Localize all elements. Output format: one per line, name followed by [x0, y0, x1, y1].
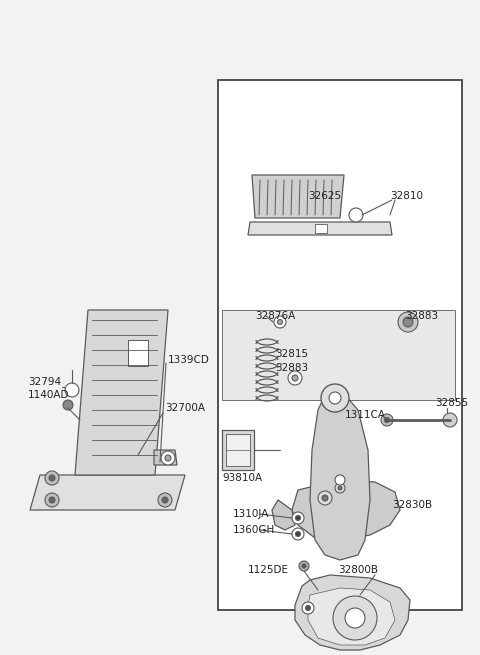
- Text: 32625: 32625: [308, 191, 341, 201]
- Circle shape: [49, 497, 55, 503]
- Bar: [226, 434, 250, 466]
- Circle shape: [45, 493, 59, 507]
- Circle shape: [321, 384, 349, 412]
- Text: 32883: 32883: [405, 311, 438, 321]
- Circle shape: [381, 414, 393, 426]
- Text: 32800B: 32800B: [338, 565, 378, 575]
- Text: 32700A: 32700A: [165, 403, 205, 413]
- Circle shape: [299, 561, 309, 571]
- Circle shape: [305, 605, 311, 610]
- Polygon shape: [30, 475, 185, 510]
- Circle shape: [398, 312, 418, 332]
- Polygon shape: [75, 310, 168, 475]
- Polygon shape: [154, 450, 177, 465]
- Bar: [222, 430, 254, 470]
- Circle shape: [274, 316, 286, 328]
- Circle shape: [49, 475, 55, 481]
- Text: 32794: 32794: [28, 377, 61, 387]
- Circle shape: [65, 383, 79, 397]
- Text: 1311CA: 1311CA: [345, 410, 386, 420]
- Text: 1125DE: 1125DE: [248, 565, 289, 575]
- Circle shape: [165, 455, 171, 461]
- Circle shape: [63, 400, 73, 410]
- Circle shape: [296, 531, 300, 536]
- Circle shape: [288, 371, 302, 385]
- Circle shape: [318, 491, 332, 505]
- Text: 93810A: 93810A: [222, 473, 262, 483]
- Circle shape: [158, 493, 172, 507]
- Circle shape: [302, 564, 306, 568]
- Circle shape: [292, 512, 304, 524]
- Polygon shape: [248, 222, 392, 235]
- Polygon shape: [308, 588, 395, 645]
- Polygon shape: [272, 500, 295, 530]
- Text: 32830B: 32830B: [392, 500, 432, 510]
- Circle shape: [302, 602, 314, 614]
- Circle shape: [161, 451, 175, 465]
- Text: 32876A: 32876A: [255, 311, 295, 321]
- Text: 32883: 32883: [275, 363, 308, 373]
- Circle shape: [335, 475, 345, 485]
- Text: 32855: 32855: [435, 398, 468, 408]
- Text: 32810: 32810: [390, 191, 423, 201]
- Polygon shape: [295, 575, 410, 650]
- Circle shape: [443, 413, 457, 427]
- Text: 1339CD: 1339CD: [168, 355, 210, 365]
- Circle shape: [45, 471, 59, 485]
- Circle shape: [333, 596, 377, 640]
- Circle shape: [296, 515, 300, 521]
- Circle shape: [292, 375, 298, 381]
- Text: 1140AD: 1140AD: [28, 390, 70, 400]
- Circle shape: [345, 608, 365, 628]
- Circle shape: [403, 317, 413, 327]
- Circle shape: [349, 208, 363, 222]
- Bar: [218, 80, 462, 610]
- Polygon shape: [292, 480, 400, 540]
- Circle shape: [277, 320, 283, 324]
- Circle shape: [322, 495, 328, 501]
- Polygon shape: [310, 395, 370, 560]
- Polygon shape: [252, 175, 344, 218]
- Polygon shape: [222, 310, 455, 400]
- Bar: [128, 340, 148, 366]
- Circle shape: [338, 486, 342, 490]
- Text: 1360GH: 1360GH: [233, 525, 275, 535]
- Circle shape: [384, 417, 389, 422]
- Circle shape: [292, 528, 304, 540]
- Circle shape: [162, 497, 168, 503]
- Bar: [315, 224, 327, 233]
- Text: 32815: 32815: [275, 349, 308, 359]
- Text: 1310JA: 1310JA: [233, 509, 269, 519]
- Circle shape: [335, 483, 345, 493]
- Circle shape: [329, 392, 341, 404]
